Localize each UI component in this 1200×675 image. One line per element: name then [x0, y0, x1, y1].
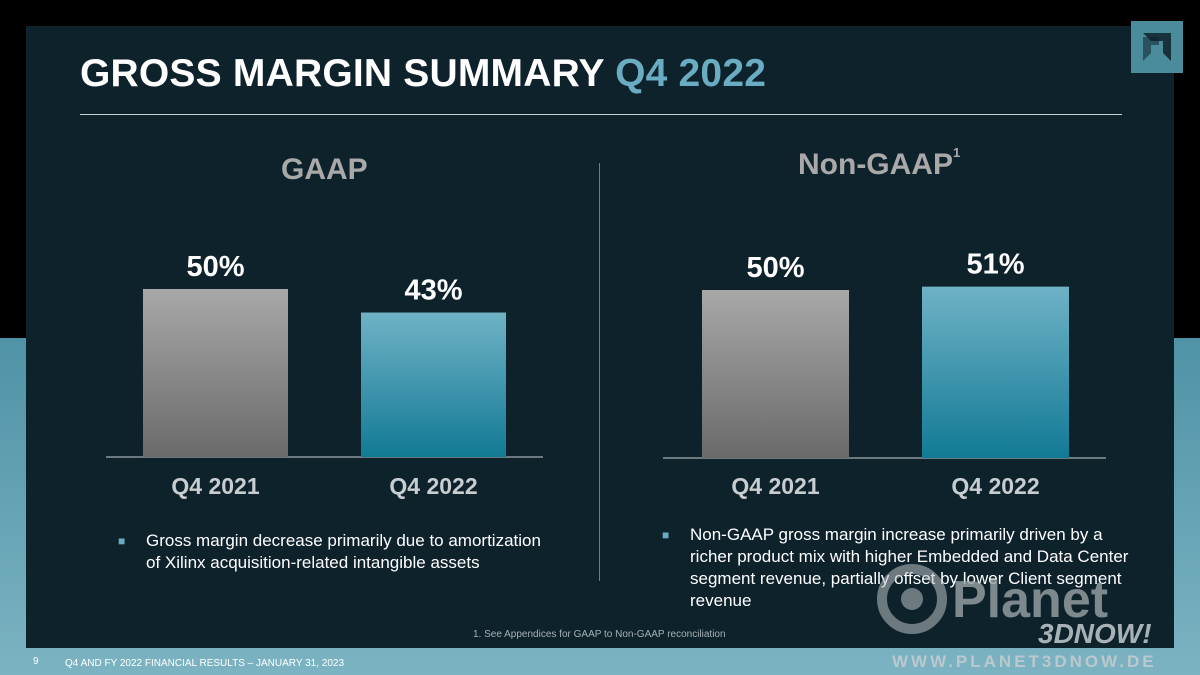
amd-logo-icon — [1143, 33, 1171, 61]
title-accent: Q4 2022 — [615, 52, 767, 95]
chart-1-value-label-1: 51% — [966, 249, 1024, 281]
chart-1-bar-0 — [702, 290, 849, 458]
chart-1-value-label-0: 50% — [746, 252, 804, 284]
title-main: GROSS MARGIN SUMMARY — [80, 52, 605, 95]
chart-1-category-label-1: Q4 2022 — [951, 473, 1039, 499]
bullet-square-icon: ■ — [118, 534, 126, 548]
watermark-url: WWW.PLANET3DNOW.DE — [892, 652, 1157, 671]
chart-0-value-label-0: 50% — [186, 251, 244, 283]
chart-1-bar-1 — [922, 286, 1069, 458]
gaap-chart-title: GAAP — [281, 153, 368, 186]
chart-0-bar-1 — [361, 312, 506, 457]
amd-logo — [1131, 21, 1183, 73]
non-gaap-chart-title: Non-GAAP1 — [798, 145, 961, 181]
chart-1-category-label-0: Q4 2021 — [731, 473, 819, 499]
watermark-brand-line1: Planet — [952, 571, 1108, 629]
non-gaap-bullet: ■ Non-GAAP gross margin increase primari… — [662, 525, 1129, 610]
title-rule — [80, 114, 1122, 115]
chart-0-bar-0 — [143, 289, 288, 457]
slide-title: GROSS MARGIN SUMMARY Q4 2022 — [80, 52, 766, 96]
watermark-brand-line2: 3DNOW! — [1038, 618, 1152, 649]
footnote: 1. See Appendices for GAAP to Non-GAAP r… — [473, 629, 726, 640]
gaap-bullet: ■ Gross margin decrease primarily due to… — [118, 531, 541, 572]
page-number: 9 — [33, 656, 39, 667]
planet3dnow-watermark: Planet 3DNOW! WWW.PLANET3DNOW.DE — [877, 564, 1157, 671]
chart-0-category-label-1: Q4 2022 — [389, 473, 477, 499]
chart-0-category-label-0: Q4 2021 — [171, 473, 259, 499]
non-gaap-title-superscript: 1 — [952, 145, 961, 160]
planet3dnow-logo-icon — [877, 564, 947, 634]
section-divider — [599, 163, 600, 581]
chart-0-value-label-1: 43% — [404, 275, 462, 307]
footer-text: Q4 AND FY 2022 FINANCIAL RESULTS – JANUA… — [65, 658, 345, 669]
bullet-square-icon: ■ — [662, 528, 670, 542]
